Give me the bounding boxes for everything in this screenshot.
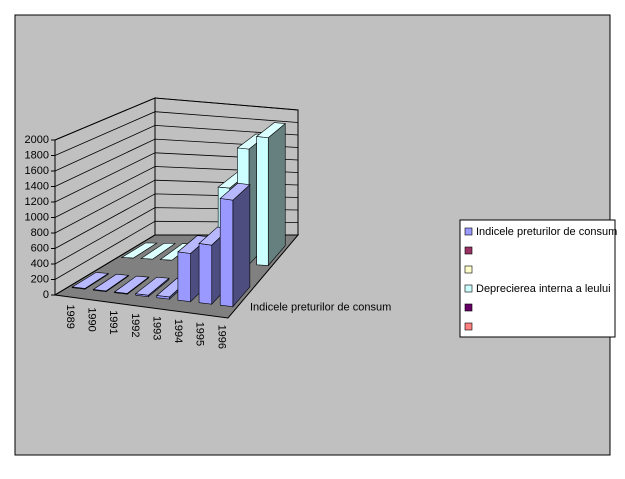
bar (255, 122, 286, 267)
y-tick-label: 1200 (25, 196, 49, 208)
y-tick-label: 200 (31, 273, 49, 285)
y-tick-label: 1400 (25, 180, 49, 192)
bar (120, 242, 158, 259)
bar-front (177, 251, 191, 303)
legend-box (459, 219, 616, 338)
x-tick-label: 1992 (129, 313, 141, 337)
bar-side (232, 184, 251, 308)
y-tick-label: 600 (31, 242, 49, 254)
legend-label: Deprecierea interna a leului (476, 283, 611, 295)
x-tick-label: 1990 (86, 307, 98, 331)
x-tick-label: 1989 (64, 304, 76, 328)
bar (134, 276, 170, 298)
y-tick-label: 1800 (25, 149, 49, 161)
bar-top (92, 273, 130, 292)
legend-swatch (464, 227, 473, 236)
legend-swatch (464, 265, 473, 274)
legend-label: Indicele preturilor de consum (476, 226, 617, 238)
bar (71, 272, 110, 290)
bar-front (219, 198, 234, 308)
x-tick-label: 1991 (107, 310, 119, 334)
y-tick-label: 1600 (25, 165, 49, 177)
legend-swatch (464, 284, 473, 293)
bar-top (255, 122, 286, 139)
y-tick-label: 400 (31, 258, 49, 270)
x-tick-label: 1994 (172, 319, 184, 343)
x-tick-label: 1995 (194, 322, 206, 346)
bar-front (198, 243, 213, 305)
grid-line (54, 111, 299, 156)
legend-swatch (464, 303, 473, 312)
legend-swatch (464, 322, 473, 331)
bar (92, 273, 130, 293)
bar-top (120, 242, 158, 259)
bar (219, 182, 251, 308)
bar (113, 275, 150, 295)
bar-top (113, 275, 150, 294)
bar-top (134, 276, 170, 296)
bar (140, 242, 176, 260)
bar-side (267, 122, 286, 267)
bar-top (71, 272, 110, 289)
grid-line (54, 124, 299, 172)
y-tick-label: 0 (43, 289, 49, 301)
x-tick-label: 1993 (150, 316, 162, 340)
y-tick-label: 2000 (25, 134, 49, 146)
y-tick-label: 800 (31, 227, 49, 239)
y-tick-label: 1000 (25, 211, 49, 223)
legend-swatch (464, 246, 473, 255)
bar-front (256, 136, 269, 266)
depth-tick-label: Indicele preturilor de consum (250, 301, 391, 313)
bar-top (219, 182, 251, 201)
bar-top (140, 242, 176, 260)
x-tick-label: 1996 (215, 325, 227, 349)
grid-line (54, 97, 299, 141)
